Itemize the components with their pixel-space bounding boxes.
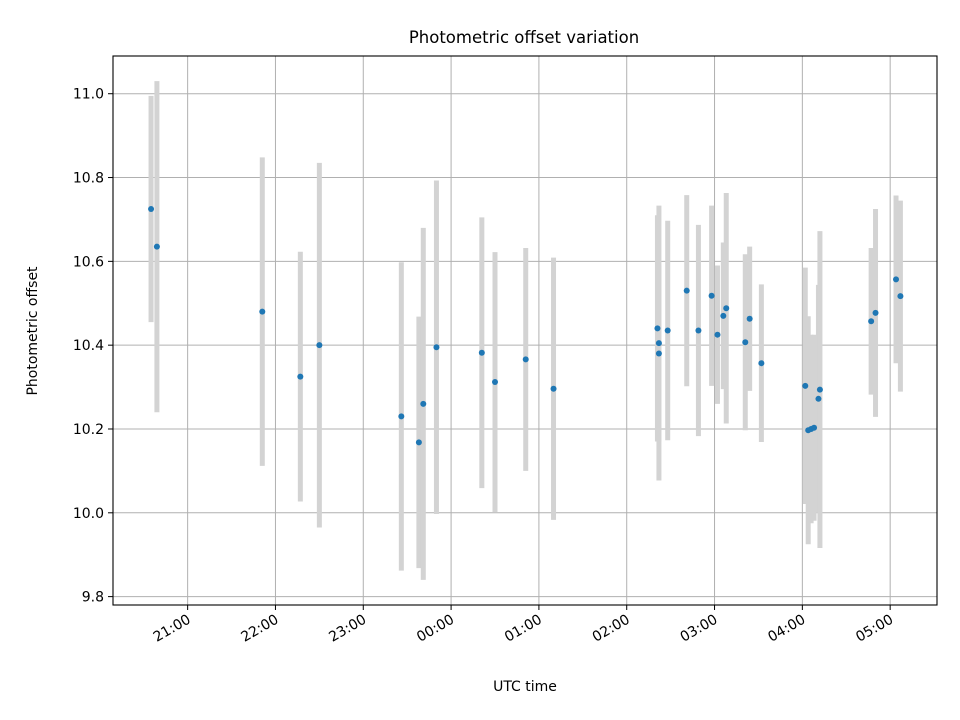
x-tick-label: 23:00 bbox=[326, 612, 369, 646]
y-tick-label: 10.2 bbox=[73, 422, 104, 438]
data-points bbox=[148, 205, 904, 446]
y-axis-ticks: 9.8 10.0 10.2 10.4 10.6 10.8 11.0 bbox=[73, 87, 113, 606]
x-axis-label: UTC time bbox=[493, 679, 557, 695]
data-point bbox=[714, 331, 721, 338]
y-tick-label: 10.6 bbox=[73, 254, 104, 270]
data-point bbox=[695, 327, 702, 334]
data-point bbox=[316, 342, 323, 349]
data-point bbox=[758, 360, 765, 367]
data-point bbox=[872, 309, 879, 316]
data-point bbox=[420, 400, 427, 407]
data-point bbox=[297, 373, 304, 380]
data-point bbox=[478, 349, 485, 356]
data-point bbox=[654, 325, 661, 332]
data-point bbox=[816, 386, 823, 393]
y-tick-label: 9.8 bbox=[82, 590, 104, 606]
y-tick-label: 11.0 bbox=[73, 87, 104, 103]
data-point bbox=[720, 312, 727, 319]
data-point bbox=[815, 395, 822, 402]
data-point bbox=[746, 315, 753, 322]
x-tick-label: 04:00 bbox=[765, 612, 808, 646]
data-point bbox=[897, 293, 904, 300]
x-tick-label: 21:00 bbox=[151, 612, 194, 646]
data-point bbox=[664, 327, 671, 334]
data-point bbox=[148, 205, 155, 212]
error-bars bbox=[148, 81, 903, 580]
data-point bbox=[655, 350, 662, 357]
data-point bbox=[415, 439, 422, 446]
plot-frame bbox=[112, 55, 938, 606]
y-tick-label: 10.4 bbox=[73, 338, 104, 354]
y-axis-label: Photometric offset bbox=[25, 266, 41, 396]
y-tick-label: 10.0 bbox=[73, 506, 104, 522]
data-point bbox=[683, 287, 690, 294]
x-tick-label: 05:00 bbox=[853, 612, 896, 646]
data-point bbox=[811, 424, 818, 431]
x-tick-label: 00:00 bbox=[414, 612, 457, 646]
x-tick-label: 02:00 bbox=[590, 612, 633, 646]
data-point bbox=[153, 243, 160, 250]
data-point bbox=[802, 382, 809, 389]
data-point bbox=[868, 318, 875, 325]
data-point bbox=[708, 292, 715, 299]
x-tick-label: 01:00 bbox=[502, 612, 545, 646]
data-point bbox=[433, 344, 440, 351]
data-point bbox=[398, 413, 405, 420]
data-point bbox=[742, 339, 749, 346]
data-point bbox=[522, 356, 529, 363]
data-point bbox=[259, 308, 266, 315]
x-tick-label: 03:00 bbox=[678, 612, 721, 646]
y-tick-label: 10.8 bbox=[73, 171, 104, 187]
x-tick-label: 22:00 bbox=[239, 612, 282, 646]
data-point bbox=[550, 385, 557, 392]
x-axis-ticks: 21:00 22:00 23:00 00:00 01:00 02:00 03:00 04:00… bbox=[151, 605, 896, 646]
data-point bbox=[893, 276, 900, 283]
chart-title: Photometric offset variation bbox=[409, 28, 639, 47]
data-point bbox=[723, 305, 730, 312]
data-point bbox=[491, 379, 498, 386]
data-point bbox=[655, 340, 662, 347]
